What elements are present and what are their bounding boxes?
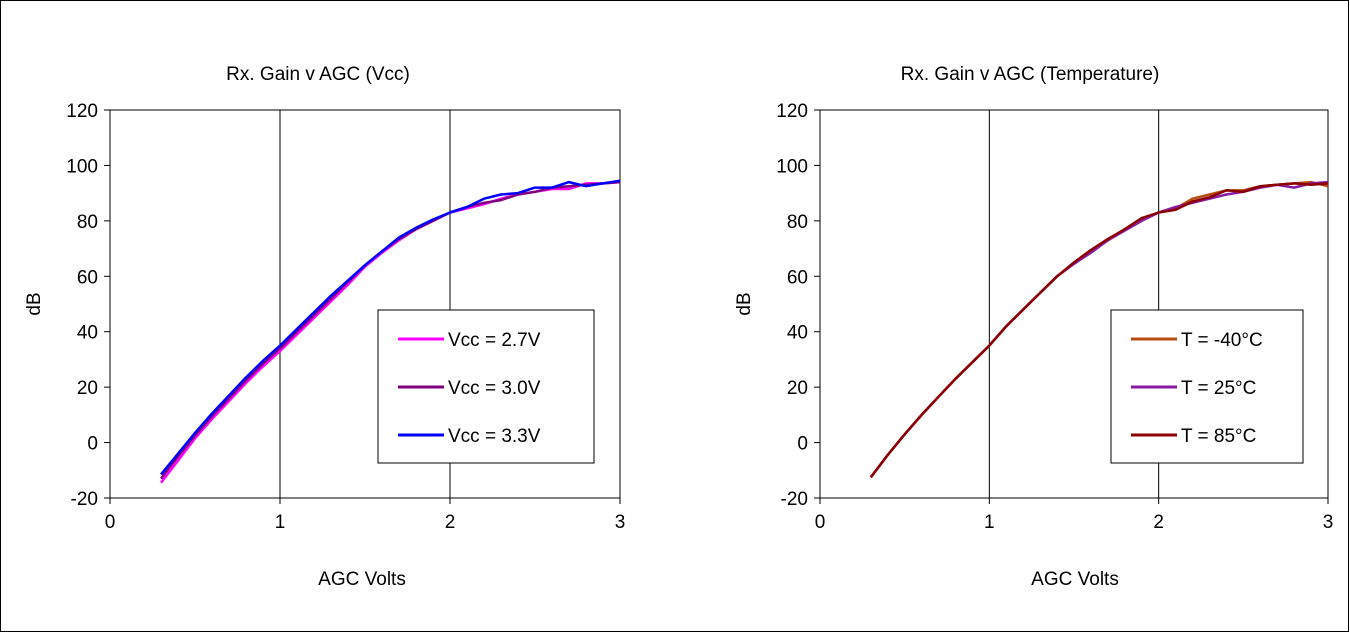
series-line-3	[869, 182, 1329, 478]
x-tick-label: 3	[615, 512, 626, 533]
y-tick-label: 120	[776, 101, 808, 122]
legend-label: T = 85°C	[1181, 426, 1256, 447]
x-tick-label: 2	[445, 512, 456, 533]
series-line-3	[160, 179, 621, 476]
x-axis-label: AGC Volts	[318, 569, 406, 590]
plot-area	[109, 109, 621, 499]
y-tick-label: 40	[787, 323, 808, 344]
y-tick-label: 20	[787, 378, 808, 399]
y-tick-label: 120	[66, 101, 98, 122]
x-tick-label: 0	[815, 512, 826, 533]
y-tick-label: 0	[87, 434, 98, 455]
y-tick-label: 100	[66, 156, 98, 177]
legend-label: T = 25°C	[1181, 378, 1256, 399]
y-tick-label: 20	[77, 378, 98, 399]
y-tick-label: -20	[781, 489, 808, 510]
y-tick-label: -20	[71, 489, 98, 510]
chart-2: -20 0 20 40 60 80 100 120 0 1 2 3 Rx. Gain v AGC (Te…	[734, 64, 1333, 590]
plot-area	[819, 109, 1329, 499]
chart-title: Rx. Gain v AGC (Vcc)	[226, 64, 410, 85]
y-tick-label: 60	[77, 267, 98, 288]
chart-title: Rx. Gain v AGC (Temperature)	[901, 64, 1160, 85]
y-tick-label: 0	[797, 434, 808, 455]
y-tick-label: 80	[77, 212, 98, 233]
y-tick-label: 60	[787, 267, 808, 288]
y-tick-label: 40	[77, 323, 98, 344]
chart-1: -20 0 20 40 60 80 100 120 0 1 2 3 Rx. Gain v AGC (Vc…	[24, 64, 625, 590]
legend-label: Vcc = 3.3V	[448, 426, 541, 447]
legend: Vcc = 2.7V Vcc = 3.0V Vcc = 3.3V	[377, 309, 595, 464]
y-axis-label: dB	[24, 292, 45, 315]
x-tick-label: 1	[984, 512, 995, 533]
x-tick-label: 2	[1153, 512, 1164, 533]
y-tick-label: 100	[776, 156, 808, 177]
x-tick-label: 0	[105, 512, 116, 533]
legend: T = -40°C T = 25°C T = 85°C	[1110, 309, 1304, 464]
x-tick-label: 3	[1323, 512, 1334, 533]
x-tick-label: 1	[275, 512, 286, 533]
legend-label: Vcc = 3.0V	[448, 378, 541, 399]
y-axis-label: dB	[734, 292, 755, 315]
legend-label: T = -40°C	[1181, 330, 1263, 351]
x-axis-label: AGC Volts	[1031, 569, 1119, 590]
y-tick-label: 80	[787, 212, 808, 233]
legend-label: Vcc = 2.7V	[448, 330, 541, 351]
